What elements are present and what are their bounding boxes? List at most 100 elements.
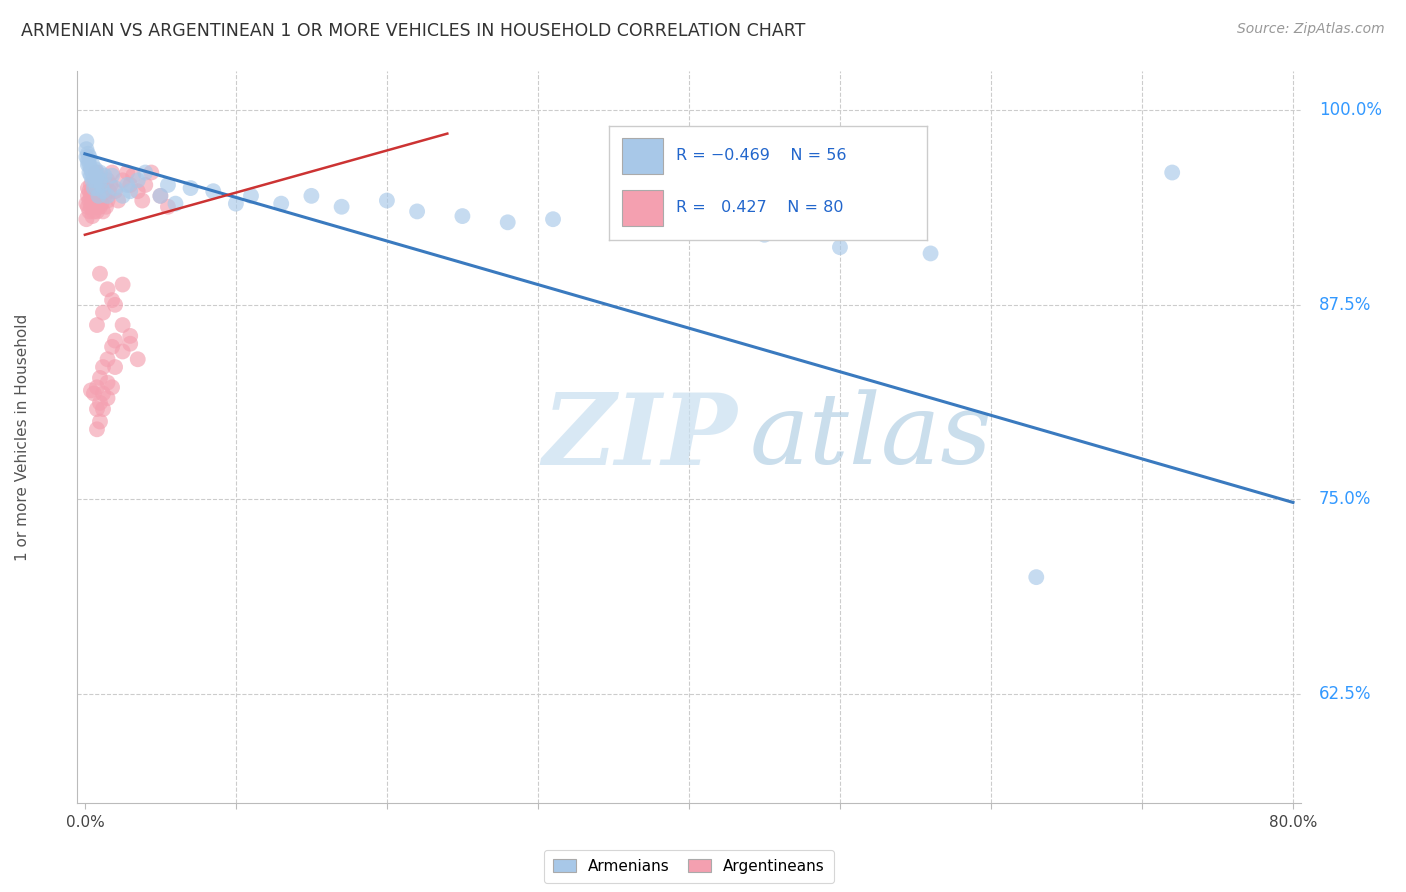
Text: ARMENIAN VS ARGENTINEAN 1 OR MORE VEHICLES IN HOUSEHOLD CORRELATION CHART: ARMENIAN VS ARGENTINEAN 1 OR MORE VEHICL…	[21, 22, 806, 40]
Point	[75, 150, 97, 164]
Point	[91, 386, 114, 401]
Point	[86, 318, 108, 332]
Point	[96, 282, 118, 296]
Point	[77, 146, 100, 161]
Point	[83, 169, 105, 183]
Point	[79, 150, 101, 164]
Point	[84, 165, 107, 179]
Point	[111, 189, 134, 203]
Point	[101, 380, 124, 394]
Point	[330, 200, 353, 214]
Point	[107, 194, 129, 208]
Point	[75, 142, 97, 156]
Point	[79, 184, 101, 198]
Point	[83, 386, 105, 401]
Point	[93, 189, 115, 203]
Point	[111, 173, 134, 187]
Point	[299, 189, 322, 203]
Point	[89, 200, 111, 214]
Point	[101, 169, 124, 183]
Text: 87.5%: 87.5%	[1319, 296, 1371, 314]
Point	[86, 422, 108, 436]
Text: Source: ZipAtlas.com: Source: ZipAtlas.com	[1237, 22, 1385, 37]
Point	[89, 173, 111, 187]
Point	[94, 200, 117, 214]
Point	[77, 189, 100, 203]
Point	[91, 305, 114, 319]
Point	[89, 415, 111, 429]
Point	[101, 340, 124, 354]
Point	[82, 209, 104, 223]
FancyBboxPatch shape	[621, 137, 664, 174]
Point	[84, 173, 107, 187]
Point	[920, 246, 942, 260]
Point	[754, 227, 776, 242]
Point	[75, 212, 97, 227]
Point	[82, 196, 104, 211]
Text: 75.0%: 75.0%	[1319, 491, 1371, 508]
Point	[93, 169, 115, 183]
Point	[406, 204, 429, 219]
Point	[202, 184, 225, 198]
Point	[120, 329, 142, 343]
Point	[104, 298, 127, 312]
Point	[1025, 570, 1047, 584]
Point	[91, 204, 114, 219]
Point	[104, 359, 127, 374]
Point	[617, 212, 640, 227]
Point	[86, 204, 108, 219]
Text: atlas: atlas	[751, 390, 993, 484]
Point	[77, 158, 100, 172]
Point	[496, 215, 519, 229]
Point	[83, 204, 105, 219]
Point	[120, 336, 142, 351]
Text: R = −0.469    N = 56: R = −0.469 N = 56	[676, 148, 846, 163]
Point	[91, 184, 114, 198]
Point	[149, 189, 172, 203]
Point	[156, 178, 179, 192]
Point	[90, 178, 112, 192]
Point	[80, 189, 103, 203]
Text: 100.0%: 100.0%	[1319, 102, 1382, 120]
Point	[87, 189, 110, 203]
Point	[101, 165, 124, 179]
Text: R =   0.427    N = 80: R = 0.427 N = 80	[676, 201, 844, 215]
Point	[89, 165, 111, 179]
Point	[84, 178, 107, 192]
Point	[79, 158, 101, 172]
Point	[111, 344, 134, 359]
Point	[86, 181, 108, 195]
Point	[82, 158, 104, 172]
Text: 1 or more Vehicles in Household: 1 or more Vehicles in Household	[15, 313, 30, 561]
FancyBboxPatch shape	[621, 190, 664, 226]
Point	[96, 189, 118, 203]
Point	[90, 196, 112, 211]
Point	[115, 165, 138, 179]
Point	[375, 194, 398, 208]
Point	[240, 189, 263, 203]
Point	[541, 212, 564, 227]
Point	[96, 376, 118, 390]
Point	[89, 189, 111, 203]
Point	[111, 277, 134, 292]
Point	[82, 184, 104, 198]
Point	[77, 181, 100, 195]
Point	[89, 396, 111, 410]
Text: ZIP: ZIP	[543, 389, 737, 485]
Point	[80, 200, 103, 214]
Point	[115, 178, 138, 192]
Point	[83, 194, 105, 208]
Point	[86, 402, 108, 417]
Legend: Armenians, Argentineans: Armenians, Argentineans	[544, 849, 834, 883]
Point	[111, 318, 134, 332]
Point	[80, 169, 103, 183]
Point	[80, 384, 103, 398]
Point	[122, 169, 145, 183]
Point	[84, 162, 107, 177]
Point	[83, 181, 105, 195]
Point	[134, 178, 156, 192]
Point	[127, 184, 149, 198]
Point	[149, 189, 172, 203]
Point	[75, 196, 97, 211]
Point	[104, 184, 127, 198]
